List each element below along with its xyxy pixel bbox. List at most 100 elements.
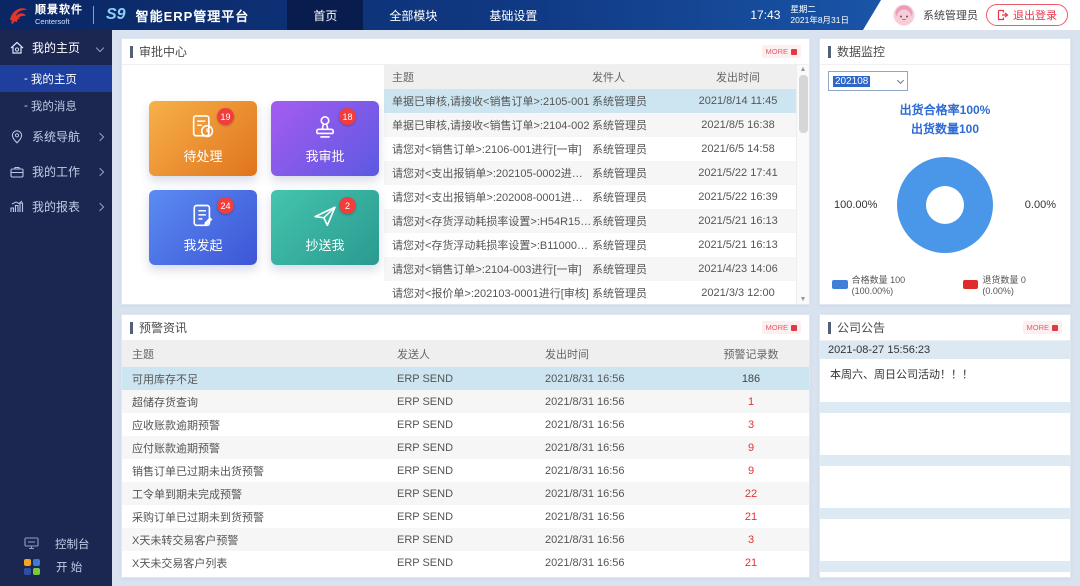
sidebar-item-system-nav[interactable]: 系统导航 [0,119,112,154]
alert-row[interactable]: 应收账款逾期预警 ERP SEND 2021/8/31 16:56 3 [122,413,809,436]
console-button[interactable]: 控制台 [0,532,112,555]
approval-more-button[interactable]: MORE [761,45,801,58]
alert-subject: X天未交易客户列表 [132,557,228,570]
more-label: MORE [765,47,789,56]
user-avatar[interactable] [893,4,915,26]
approval-time: 2021/5/22 17:41 [698,167,778,179]
donut-chart: 100.00% 0.00% [828,138,1062,271]
more-label: MORE [765,323,789,332]
approval-sender: 系统管理员 [592,144,647,156]
tile-my-approvals[interactable]: 我审批 18 [271,101,379,176]
announcements-panel: 公司公告 MORE 2021-08-27 15:56:23 本周六、周日公司活动… [819,314,1071,578]
legend-item-returned[interactable]: 退货数量 0 (0.00%) [962,273,1058,296]
alert-subject: 工令单到期未完成预警 [132,488,242,501]
sidebar-item-my-home[interactable]: 我的主页 [0,30,112,65]
sidebar-subitem-my-messages[interactable]: 我的消息 [0,92,112,119]
data-monitor-title: 数据监控 [837,45,886,59]
alerts-table-header: 主题 发送人 发出时间 预警记录数 [122,341,809,367]
approval-row[interactable]: 单据已审核,请接收<销售订单>:2105-001 系统管理员 2021/8/14 1… [384,89,796,113]
alert-row[interactable]: 采购订单已过期未到货预警 ERP SEND 2021/8/31 16:56 21 [122,505,809,528]
logout-button[interactable]: 退出登录 [986,4,1068,26]
s9-logo: S9 [106,6,126,23]
nav-tab-all-modules[interactable]: 全部模块 [389,8,438,23]
approval-sender: 系统管理员 [592,192,647,204]
start-label: 开 始 [56,561,83,574]
approval-row[interactable]: 请您对<存货浮动耗损率设置>:H54R15006002进行[审核]系统管理员 20… [384,209,796,233]
donut-ring [897,156,993,253]
briefcase-icon [10,166,24,178]
nav-tab-home[interactable]: 首页 [287,0,364,30]
approval-row[interactable]: 请您对<销售订单>:2106-001进行[一审] 系统管理员 2021/6/5 14… [384,137,796,161]
approval-sender: 系统管理员 [592,96,647,108]
col-sender: 发送人 [397,349,430,361]
alert-sender: ERP SEND [397,464,454,477]
period-select[interactable]: 202108 [828,71,908,91]
alert-count: 3 [747,418,755,431]
more-icon [1052,324,1058,331]
announcement-date: 2021-08-27 15:56:23 [820,341,1070,359]
approval-tiles: 待处理 19 我审批 18 [122,65,384,304]
brand-divider [93,6,94,24]
alerts-title: 预警资讯 [139,321,188,335]
alert-sender: ERP SEND [397,372,454,385]
alert-count: 186 [741,372,761,385]
alert-row[interactable]: 工令单到期未完成预警 ERP SEND 2021/8/31 16:56 22 [122,482,809,505]
alert-row[interactable]: X天未转交易客户预警 ERP SEND 2021/8/31 16:56 3 [122,528,809,551]
scroll-thumb[interactable] [798,75,808,133]
col-sender: 发件人 [592,72,625,84]
approval-row[interactable]: 请您对<报价单>:202103-0001进行[审核] 系统管理员 2021/3/3 … [384,281,796,305]
start-button[interactable]: 开 始 [0,555,112,578]
alert-row[interactable]: 销售订单已过期未出货预警 ERP SEND 2021/8/31 16:56 9 [122,459,809,482]
company-logo-icon [10,8,27,24]
announcements-body: 2021-08-27 15:56:23 本周六、周日公司活动！！！ [820,341,1070,577]
approval-table-header: 主题 发件人 发出时间 [384,65,796,89]
sidebar-item-my-reports[interactable]: 我的报表 [0,189,112,224]
alert-row[interactable]: 可用库存不足 ERP SEND 2021/8/31 16:56 186 [122,367,809,390]
nav-tab-basic-settings[interactable]: 基础设置 [489,8,538,23]
scroll-down-icon[interactable]: ▼ [799,296,807,303]
logout-icon [997,9,1009,21]
title-accent-bar [828,45,831,58]
alert-sender: ERP SEND [397,510,454,523]
col-time: 发出时间 [545,349,589,361]
approval-row[interactable]: 请您对<存货浮动耗损率设置>:B11000001进行[审核]系统管理员 2021/… [384,233,796,257]
approval-subject: 单据已审核,请接收<销售订单>:2104-002 [392,120,590,132]
alert-time: 2021/8/31 16:56 [545,533,625,546]
clock-time: 17:43 [750,8,781,22]
brand-name-cn: 顺景软件 [35,3,83,16]
tile-initiated-by-me[interactable]: 我发起 24 [149,190,257,265]
alert-row[interactable]: 应付账款逾期预警 ERP SEND 2021/8/31 16:56 9 [122,436,809,459]
alert-count: 22 [744,487,758,500]
clock-area: 17:43 星期二 2021年8月31日 [750,0,863,30]
logout-label: 退出登录 [1013,10,1057,22]
alerts-more-button[interactable]: MORE [761,321,801,334]
approval-subject: 请您对<支出报销单>:202105-0002进行[审核] [392,168,592,180]
brand-name-en: Centersoft [35,16,70,26]
approval-row[interactable]: 单据已审核,请接收<销售订单>:2104-002 系统管理员 2021/8/5 16… [384,113,796,137]
scroll-up-icon[interactable]: ▲ [799,66,807,73]
sidebar-subitem-label: 我的主页 [30,73,77,86]
approval-row[interactable]: 请您对<支出报销单>:202008-0001进行[审核] 系统管理员 2021/5/… [384,185,796,209]
tile-cc-to-me[interactable]: 抄送我 2 [271,190,379,265]
alert-subject: X天未转交易客户预警 [132,534,239,547]
approval-row[interactable]: 请您对<销售订单>:2104-003进行[一审] 系统管理员 2021/4/23 1… [384,257,796,281]
alert-subject: 超储存货查询 [132,396,198,409]
alert-row[interactable]: 超储存货查询 ERP SEND 2021/8/31 16:56 1 [122,390,809,413]
sidebar-item-label: 我的工作 [32,165,81,179]
user-area: 系统管理员 退出登录 [863,0,1080,30]
announcement-content[interactable]: 本周六、周日公司活动！！！ [830,369,973,381]
alert-row[interactable]: X天未交易客户列表 ERP SEND 2021/8/31 16:56 21 [122,551,809,574]
approval-row[interactable]: 请您对<支出报销单>:202105-0002进行[审核] 系统管理员 2021/5/… [384,161,796,185]
legend-item-qualified[interactable]: 合格数量 100 (100.00%) [832,273,947,296]
approval-time: 2021/4/23 14:06 [698,263,778,275]
tile-label: 我审批 [305,148,345,164]
announcements-more-button[interactable]: MORE [1022,321,1062,334]
sidebar-item-my-work[interactable]: 我的工作 [0,154,112,189]
tile-pending[interactable]: 待处理 19 [149,101,257,176]
pending-doc-clock-icon [192,114,214,137]
tile-label: 抄送我 [305,237,345,253]
sidebar-subitem-my-home[interactable]: 我的主页 [0,65,112,92]
approval-subject: 请您对<销售订单>:2106-001进行[一审] [392,144,582,156]
approval-scrollbar[interactable]: ▲ ▼ [796,65,809,304]
alert-subject: 销售订单已过期未出货预警 [132,465,264,478]
